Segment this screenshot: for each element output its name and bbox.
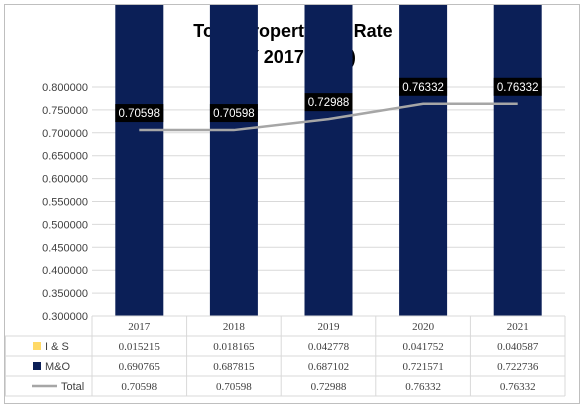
x-tick-label: 2017 bbox=[128, 321, 151, 333]
x-tick-label: 2020 bbox=[412, 321, 435, 333]
y-tick-label: 0.450000 bbox=[42, 242, 88, 254]
data-label-box bbox=[399, 77, 448, 96]
data-label-box bbox=[304, 93, 353, 112]
table-cell: 0.687102 bbox=[308, 361, 349, 373]
table-cell: 0.015215 bbox=[119, 341, 161, 353]
bars bbox=[115, 5, 542, 317]
table-cell: 0.690765 bbox=[119, 361, 161, 373]
table-cell: 0.76332 bbox=[500, 381, 536, 393]
bar-m-o-2020 bbox=[399, 5, 448, 317]
legend-label-i-s: I & S bbox=[45, 341, 69, 353]
data-label-text: 0.70598 bbox=[213, 108, 255, 120]
y-tick-label: 0.350000 bbox=[42, 288, 88, 300]
table-cell: 0.041752 bbox=[402, 341, 443, 353]
y-tick-label: 0.700000 bbox=[42, 128, 88, 140]
data-table: 2017 2018 2019 2020 2021 I & S 0.015215 0.01816… bbox=[5, 315, 566, 397]
y-tick-label: 0.500000 bbox=[42, 219, 88, 231]
data-label-box bbox=[493, 77, 542, 96]
bar-m-o-2019 bbox=[304, 5, 353, 317]
x-tick-label: 2018 bbox=[223, 321, 246, 333]
data-label-2019: 0.72988 bbox=[304, 93, 353, 112]
y-tick-label: 0.750000 bbox=[42, 105, 88, 117]
total-line bbox=[139, 102, 518, 132]
legend-key-i-s bbox=[33, 342, 41, 350]
legend-key-m-o bbox=[33, 362, 41, 370]
y-tick-label: 0.300000 bbox=[42, 311, 88, 323]
data-label-2018: 0.70598 bbox=[209, 104, 258, 123]
total-line-path bbox=[139, 102, 518, 132]
x-tick-label: 2019 bbox=[318, 321, 341, 333]
y-tick-label: 0.550000 bbox=[42, 197, 88, 209]
data-label-box bbox=[115, 104, 164, 123]
y-axis-ticks: 0.300000 0.350000 0.400000 0.450000 0.500000… bbox=[42, 82, 88, 323]
bar-m-o-2021 bbox=[493, 5, 542, 317]
table-cell: 0.70598 bbox=[216, 381, 252, 393]
table-cell: 0.040587 bbox=[497, 341, 539, 353]
chart-svg: Total Property Tax Rate (FY 2017-2021) 0… bbox=[5, 5, 566, 397]
table-cell: 0.018165 bbox=[213, 341, 255, 353]
bar-m-o-2018 bbox=[209, 5, 258, 316]
table-cell: 0.687815 bbox=[213, 361, 255, 373]
data-label-text: 0.76332 bbox=[497, 82, 539, 94]
y-tick-label: 0.400000 bbox=[42, 265, 88, 277]
data-label-box bbox=[209, 104, 258, 123]
table-cell: 0.721571 bbox=[402, 361, 443, 373]
y-tick-label: 0.600000 bbox=[42, 174, 88, 186]
x-tick-label: 2021 bbox=[507, 321, 529, 333]
bar-m-o-2017 bbox=[115, 5, 164, 316]
table-cell: 0.722736 bbox=[497, 361, 539, 373]
y-tick-label: 0.800000 bbox=[42, 82, 88, 94]
data-labels: 0.70598 0.70598 0.72988 0.76332 0.76332 bbox=[115, 77, 542, 123]
table-cell: 0.042778 bbox=[308, 341, 350, 353]
table-cell: 0.72988 bbox=[311, 381, 347, 393]
y-tick-label: 0.650000 bbox=[42, 151, 88, 163]
data-label-2020: 0.76332 bbox=[399, 77, 448, 96]
legend-label-total: Total bbox=[61, 381, 84, 393]
table-cell: 0.70598 bbox=[121, 381, 157, 393]
legend-label-m-o: M&O bbox=[45, 361, 71, 373]
data-label-2021: 0.76332 bbox=[493, 77, 542, 96]
chart-frame: Total Property Tax Rate (FY 2017-2021) 0… bbox=[4, 4, 580, 404]
data-label-2017: 0.70598 bbox=[115, 104, 164, 123]
data-label-text: 0.70598 bbox=[119, 108, 161, 120]
data-label-text: 0.76332 bbox=[402, 82, 444, 94]
data-label-text: 0.72988 bbox=[308, 97, 350, 109]
table-cell: 0.76332 bbox=[405, 381, 441, 393]
